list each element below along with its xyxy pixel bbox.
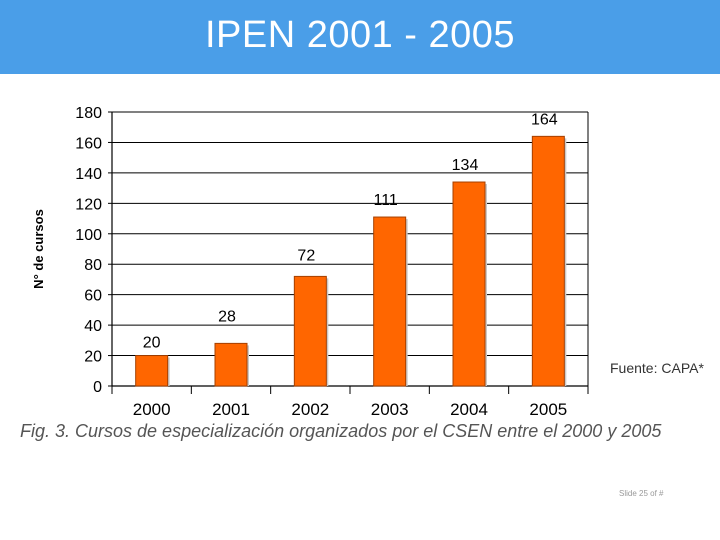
bar-2004 [452,181,486,387]
data-label: 134 [452,157,479,174]
y-axis-label: N° de cursos [31,209,46,289]
y-tick-label: 40 [84,318,102,335]
source-note: Fuente: CAPA* [610,360,704,376]
bar-2003 [373,216,407,387]
data-label: 20 [143,335,161,352]
chart-gridlines [112,111,588,387]
x-tick-label: 2004 [450,400,488,419]
y-tick-label: 60 [84,288,102,305]
bar-2002 [293,275,327,387]
data-label: 28 [218,308,236,325]
slide-number: Slide 25 of # [619,489,664,498]
data-label: 72 [297,247,315,264]
x-tick-label: 2003 [371,400,409,419]
data-label: 111 [374,192,398,209]
x-tick-label: 2002 [291,400,329,419]
chart-axes [108,111,589,394]
x-tick-label: 2000 [133,400,171,419]
title-bar [0,0,720,74]
chart-bars [135,135,567,387]
y-tick-label: 140 [75,166,102,183]
y-tick-label: 80 [84,257,102,274]
y-tick-label: 160 [75,135,102,152]
x-tick-label: 2001 [212,400,250,419]
data-labels: 20 28 72 111 134 164 [143,111,558,351]
bar-2000 [135,355,169,387]
y-tick-label: 0 [93,379,102,396]
bar-2005 [531,135,565,387]
y-tick-label: 100 [75,227,102,244]
data-label: 164 [531,111,558,128]
x-tick-label: 2005 [529,400,567,419]
y-tick-labels: 0 20 40 60 80 100 120 140 160 180 [75,105,102,396]
y-tick-label: 180 [75,105,102,122]
y-tick-label: 20 [84,349,102,366]
bar-2001 [214,342,248,387]
slide-title: IPEN 2001 - 2005 [204,14,516,56]
x-tick-labels: 2000 2001 2002 2003 2004 2005 [133,400,567,419]
y-tick-label: 120 [75,196,102,213]
figure-caption: Fig. 3. Cursos de especialización organi… [20,421,662,441]
